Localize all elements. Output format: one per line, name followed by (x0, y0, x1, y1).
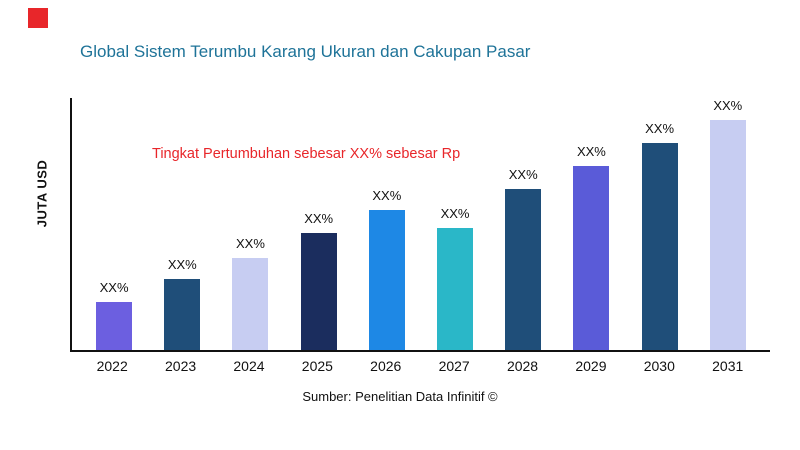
bar-column: XX% (628, 121, 692, 350)
x-axis-ticks: 2022 2023 2024 2025 2026 2027 2028 2029 2030 2031 (70, 358, 770, 374)
source-attribution: Sumber: Penelitian Data Infinitif © (302, 389, 498, 404)
x-axis-tick-label: 2028 (506, 358, 539, 374)
bar (641, 143, 678, 350)
bar-column: XX% (355, 188, 419, 350)
bar-value-label: XX% (167, 257, 197, 272)
x-axis-tick-label: 2025 (301, 358, 333, 374)
plot-area: Tingkat Pertumbuhan sebesar XX% sebesar … (70, 98, 770, 352)
bar-column: XX% (559, 144, 623, 350)
bar-value-label: XX% (645, 121, 675, 136)
bar-value-label: XX% (372, 188, 402, 203)
bar-column: XX% (287, 211, 351, 350)
bar-value-label: XX% (99, 280, 129, 295)
bar-value-label: XX% (236, 236, 265, 251)
bar-column: XX% (150, 257, 214, 350)
x-axis-tick-label: 2026 (370, 358, 402, 374)
bar (573, 166, 610, 350)
x-axis-tick-label: 2022 (96, 358, 128, 374)
bar-column: XX% (696, 98, 760, 350)
bar (368, 210, 405, 350)
chart-title: Global Sistem Terumbu Karang Ukuran dan … (80, 42, 531, 61)
bar-value-label: XX% (440, 206, 470, 221)
bar-column: XX% (82, 280, 146, 350)
bar-column: XX% (491, 167, 555, 350)
bar (300, 233, 337, 350)
bar-column: XX% (423, 206, 487, 350)
bar-value-label: XX% (713, 98, 743, 113)
x-axis-tick-label: 2023 (165, 358, 197, 374)
y-axis-label: JUTA USD (34, 159, 50, 228)
bar-column: XX% (218, 236, 282, 350)
bar (709, 120, 746, 350)
bars-area: XX% XX% XX% XX% XX% XX% XX% XX% XX% XX% (72, 98, 770, 350)
brand-logo-square (28, 8, 48, 28)
x-axis-tick-label: 2024 (233, 358, 265, 374)
bar (96, 302, 133, 350)
bar-value-label: XX% (576, 144, 606, 159)
x-axis-tick-label: 2027 (438, 358, 470, 374)
bar (232, 258, 269, 350)
bar-value-label: XX% (508, 167, 538, 182)
growth-rate-annotation: Tingkat Pertumbuhan sebesar XX% sebesar … (152, 146, 461, 162)
x-axis-tick-label: 2031 (712, 358, 744, 374)
bar-value-label: XX% (304, 211, 334, 226)
x-axis-tick-label: 2030 (643, 358, 675, 374)
bar (164, 279, 201, 350)
x-axis-tick-label: 2029 (575, 358, 607, 374)
bar (505, 189, 542, 350)
bar (437, 228, 474, 350)
